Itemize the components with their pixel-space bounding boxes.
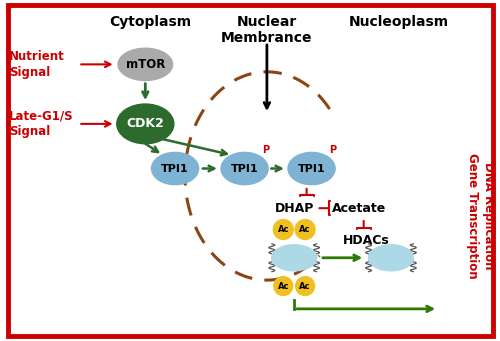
Text: HDACs: HDACs — [343, 234, 390, 247]
Circle shape — [295, 220, 315, 239]
Text: Cytoplasm: Cytoplasm — [109, 15, 192, 29]
Ellipse shape — [118, 48, 172, 80]
Text: TPI1: TPI1 — [162, 164, 189, 174]
Text: Ac: Ac — [278, 282, 289, 291]
Text: P: P — [262, 145, 269, 155]
Text: Ac: Ac — [278, 225, 289, 234]
Text: Ac: Ac — [300, 282, 311, 291]
Ellipse shape — [288, 152, 335, 184]
Text: Nutrient
Signal: Nutrient Signal — [9, 50, 64, 79]
Text: DHAP: DHAP — [274, 202, 314, 215]
Ellipse shape — [152, 152, 198, 184]
Circle shape — [296, 277, 314, 295]
Text: CDK2: CDK2 — [126, 117, 164, 130]
Text: TPI1: TPI1 — [298, 164, 326, 174]
Circle shape — [274, 220, 293, 239]
Text: Nucleoplasm: Nucleoplasm — [348, 15, 448, 29]
Text: Ac: Ac — [300, 225, 311, 234]
Text: TPI1: TPI1 — [231, 164, 258, 174]
Text: Acetate: Acetate — [332, 202, 386, 215]
Text: Nuclear
Membrance: Nuclear Membrance — [221, 15, 312, 45]
Ellipse shape — [272, 245, 316, 271]
Text: Late-G1/S
Signal: Late-G1/S Signal — [9, 109, 74, 138]
Ellipse shape — [221, 152, 268, 184]
Ellipse shape — [117, 104, 174, 144]
Ellipse shape — [368, 245, 414, 271]
Text: DNA Replication
Gene Transcription: DNA Replication Gene Transcription — [466, 153, 495, 279]
Text: P: P — [329, 145, 336, 155]
Circle shape — [274, 277, 292, 295]
Text: mTOR: mTOR — [126, 58, 165, 71]
